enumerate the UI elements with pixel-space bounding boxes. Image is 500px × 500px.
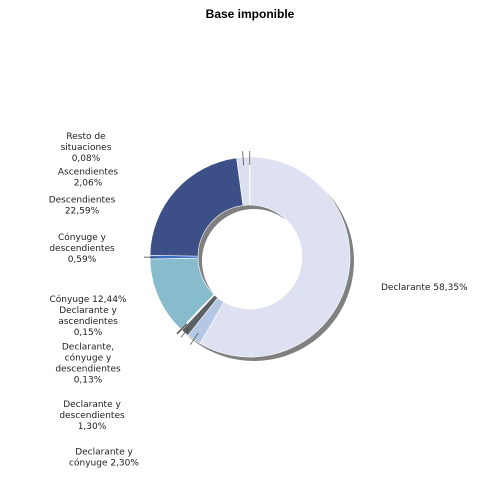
slice-7 bbox=[149, 157, 244, 257]
leader-line-8 bbox=[242, 151, 244, 166]
leader-line-4 bbox=[176, 323, 187, 334]
leader-lines bbox=[143, 150, 251, 345]
donut-slices bbox=[149, 156, 351, 358]
slice-label-9: Resto de situaciones 0,08% bbox=[61, 132, 112, 164]
slice-label-8: Ascendientes 2,06% bbox=[58, 168, 119, 189]
chart-title: Base imponible bbox=[206, 7, 295, 21]
slice-label-3: Declarante, cónyuge y descendientes 0,13% bbox=[55, 343, 121, 386]
leader-line-2 bbox=[180, 326, 191, 338]
slice-label-7: Descendientes 22,59% bbox=[49, 196, 116, 217]
leader-line-3 bbox=[177, 323, 188, 335]
slice-label-2: Declarante y descendientes 1,30% bbox=[59, 400, 125, 432]
slice-label-4: Declarante y ascendientes 0,15% bbox=[58, 306, 118, 338]
slice-label-1: Declarante y cónyuge 2,30% bbox=[69, 448, 139, 469]
slice-labels: Declarante 58,35% Declarante y cónyuge 2,3… bbox=[49, 132, 468, 469]
leader-line-1 bbox=[190, 332, 199, 345]
slice-label-6: Cónyuge y descendientes 0,59% bbox=[49, 232, 115, 265]
slice-0 bbox=[199, 156, 351, 358]
slice-label-5: Cónyuge 12,44% bbox=[50, 294, 127, 305]
slice-label-0: Declarante 58,35% bbox=[381, 283, 468, 293]
